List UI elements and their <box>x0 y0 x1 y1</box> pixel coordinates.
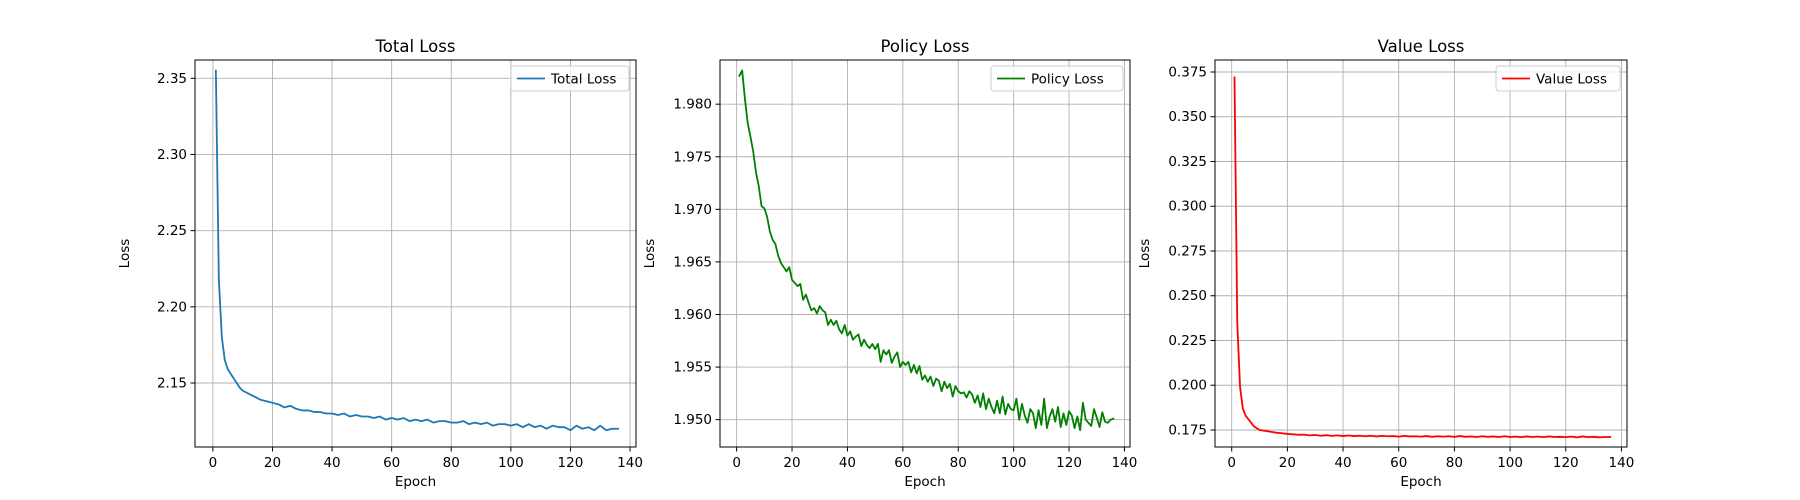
x-tick-label: 40 <box>1334 455 1351 471</box>
y-tick-label: 2.35 <box>157 71 187 87</box>
chart-panel-2: 0 20 40 60 80 100 120 140 1.950 1.955 1.960 1.965 1.… <box>642 37 1137 490</box>
x-tick-label: 140 <box>617 455 643 471</box>
x-tick-label: 0 <box>209 455 218 471</box>
x-tick-label: 60 <box>383 455 400 471</box>
x-tick-label: 120 <box>1553 455 1579 471</box>
y-tick-label: 0.250 <box>1168 288 1207 304</box>
x-tick-label: 100 <box>1001 455 1027 471</box>
legend-box <box>1495 65 1621 92</box>
chart-panel-3: 0 20 40 60 80 100 120 140 0.175 0.200 0.225 0.250 0.… <box>1137 37 1634 490</box>
y-tick-label: 0.225 <box>1168 333 1207 349</box>
x-tick-label: 0 <box>1227 455 1236 471</box>
legend-label: Value Loss <box>1536 72 1607 88</box>
y-tick-label: 0.175 <box>1168 422 1207 438</box>
legend-label: Policy Loss <box>1031 72 1104 88</box>
y-tick-label: 2.30 <box>157 147 187 163</box>
chart-panel-1: 0 20 40 60 80 100 120 140 2.15 2.20 2.25 2.30 2.35 To… <box>117 37 643 490</box>
x-tick-label: 100 <box>498 455 524 471</box>
legend-label: Total Loss <box>550 72 616 88</box>
x-tick-label: 20 <box>1279 455 1296 471</box>
legend: Value Loss <box>1495 65 1621 92</box>
y-tick-label: 1.975 <box>673 149 712 165</box>
chart-title: Total Loss <box>375 37 456 56</box>
series-line-1 <box>738 69 1115 432</box>
y-tick-label: 0.300 <box>1168 199 1207 215</box>
x-tick-label: 0 <box>732 455 741 471</box>
x-tick-label: 120 <box>1056 455 1082 471</box>
y-tick-label: 1.980 <box>673 97 712 113</box>
y-tick-label: 0.200 <box>1168 378 1207 394</box>
x-tick-label: 60 <box>894 455 911 471</box>
x-tick-label: 100 <box>1497 455 1523 471</box>
y-tick-label: 0.375 <box>1168 64 1207 80</box>
y-axis-label: Loss <box>642 239 658 269</box>
y-tick-label: 1.950 <box>673 412 712 428</box>
legend: Policy Loss <box>990 65 1124 92</box>
x-tick-label: 80 <box>443 455 460 471</box>
axes-frame <box>1214 59 1628 448</box>
x-tick-label: 60 <box>1390 455 1407 471</box>
legend-box <box>990 65 1124 92</box>
axes-frame <box>194 59 637 448</box>
y-tick-label: 0.350 <box>1168 109 1207 125</box>
x-tick-label: 80 <box>1446 455 1463 471</box>
axes-frame <box>719 59 1131 448</box>
chart-title: Policy Loss <box>881 37 970 56</box>
x-tick-label: 120 <box>558 455 584 471</box>
y-axis-label: Loss <box>117 239 133 269</box>
y-tick-label: 2.25 <box>157 223 187 239</box>
y-tick-label: 2.20 <box>157 299 187 315</box>
x-tick-label: 20 <box>783 455 800 471</box>
x-tick-label: 40 <box>323 455 340 471</box>
x-tick-label: 80 <box>950 455 967 471</box>
x-tick-label: 140 <box>1112 455 1138 471</box>
legend: Total Loss <box>510 65 630 92</box>
y-tick-label: 1.960 <box>673 307 712 323</box>
series-line-1 <box>1233 76 1612 439</box>
legend-box <box>510 65 630 92</box>
y-tick-label: 0.325 <box>1168 154 1207 170</box>
x-axis-label: Epoch <box>904 474 945 490</box>
y-tick-label: 2.15 <box>157 376 187 392</box>
x-axis-label: Epoch <box>1400 474 1441 490</box>
y-tick-label: 1.970 <box>673 202 712 218</box>
y-tick-label: 0.275 <box>1168 243 1207 259</box>
y-tick-label: 1.965 <box>673 254 712 270</box>
y-tick-label: 1.955 <box>673 360 712 376</box>
series-line-1 <box>214 69 620 432</box>
x-tick-label: 140 <box>1609 455 1635 471</box>
x-axis-label: Epoch <box>395 474 436 490</box>
y-axis-label: Loss <box>1137 239 1153 269</box>
x-tick-label: 20 <box>264 455 281 471</box>
x-tick-label: 40 <box>839 455 856 471</box>
chart-title: Value Loss <box>1378 37 1465 56</box>
